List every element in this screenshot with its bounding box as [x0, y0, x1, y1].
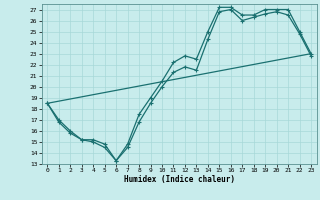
X-axis label: Humidex (Indice chaleur): Humidex (Indice chaleur) [124, 175, 235, 184]
